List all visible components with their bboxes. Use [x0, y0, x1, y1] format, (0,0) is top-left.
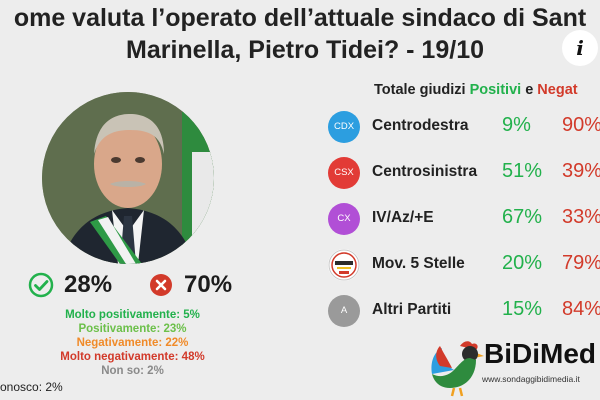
info-icon[interactable]: i — [562, 30, 598, 66]
totale-prefix: Totale giudizi — [374, 82, 470, 98]
party-positive-pct: 9% — [502, 114, 531, 136]
party-row: CDX Centrodestra 9% 90% — [328, 110, 600, 144]
centro-badge-icon: CX — [328, 203, 360, 235]
totale-positivi: Positivi — [469, 82, 522, 98]
party-negative-pct: 84% — [562, 298, 600, 320]
breakdown-list: Molto positivamente: 5% Positivamente: 23… — [10, 308, 255, 378]
breakdown-item: Molto positivamente: 5% — [65, 309, 200, 321]
centrosinistra-badge-icon: CSX — [328, 157, 360, 189]
party-name: Altri Partiti — [372, 301, 452, 318]
logo-brand: BiDiMed — [484, 338, 596, 369]
title-line-2: Marinella, Pietro Tidei? - 19/10 — [126, 36, 484, 64]
party-negative-pct: 33% — [562, 206, 600, 228]
party-name: IV/Az/+E — [372, 209, 434, 226]
check-circle-icon — [28, 272, 54, 298]
party-row: CSX Centrosinistra 51% 39% — [328, 156, 600, 190]
party-negative-pct: 39% — [562, 160, 600, 182]
party-name: Centrodestra — [372, 117, 469, 134]
rooster-logo-icon — [431, 341, 484, 397]
centrodestra-badge-icon: CDX — [328, 111, 360, 143]
title-line-1: ome valuta l’operato dell’attuale sindac… — [13, 4, 587, 32]
party-negative-pct: 79% — [562, 252, 600, 274]
altri-badge-icon: A — [328, 295, 360, 327]
breakdown-item: Negativamente: 22% — [76, 337, 189, 349]
totale-e: e — [521, 82, 538, 98]
x-circle-icon — [150, 274, 172, 296]
party-row: Mov. 5 Stelle 20% 79% — [328, 248, 600, 282]
party-positive-pct: 51% — [502, 160, 543, 182]
party-negative-pct: 90% — [562, 114, 600, 136]
breakdown-item: Positivamente: 23% — [78, 323, 187, 335]
bidimedia-logo: BiDiMed www.sondaggibidimedia.it — [430, 336, 600, 400]
party-positive-pct: 20% — [502, 252, 543, 274]
logo-url: www.sondaggibidimedia.it — [482, 374, 580, 384]
party-positive-pct: 67% — [502, 206, 543, 228]
totale-header: Totale giudizi Positivi e Negat — [374, 82, 578, 98]
summary-negative: 70% — [148, 270, 232, 300]
mayor-photo — [42, 92, 214, 264]
positive-pct: 28% — [64, 271, 113, 298]
party-positive-pct: 15% — [502, 298, 543, 320]
breakdown-item: Molto negativamente: 48% — [60, 351, 205, 363]
totale-negativi: Negat — [537, 82, 578, 98]
party-name: Centrosinistra — [372, 163, 478, 180]
party-row: CX IV/Az/+E 67% 33% — [328, 202, 600, 236]
party-name: Mov. 5 Stelle — [372, 255, 465, 272]
non-conosco-label: onosco: 2% — [0, 380, 63, 394]
m5s-logo-icon — [328, 249, 360, 281]
negative-pct: 70% — [184, 271, 233, 298]
summary-positive: 28% — [28, 270, 112, 300]
party-row: A Altri Partiti 15% 84% — [328, 294, 600, 328]
breakdown-item: Non so: 2% — [101, 365, 164, 377]
